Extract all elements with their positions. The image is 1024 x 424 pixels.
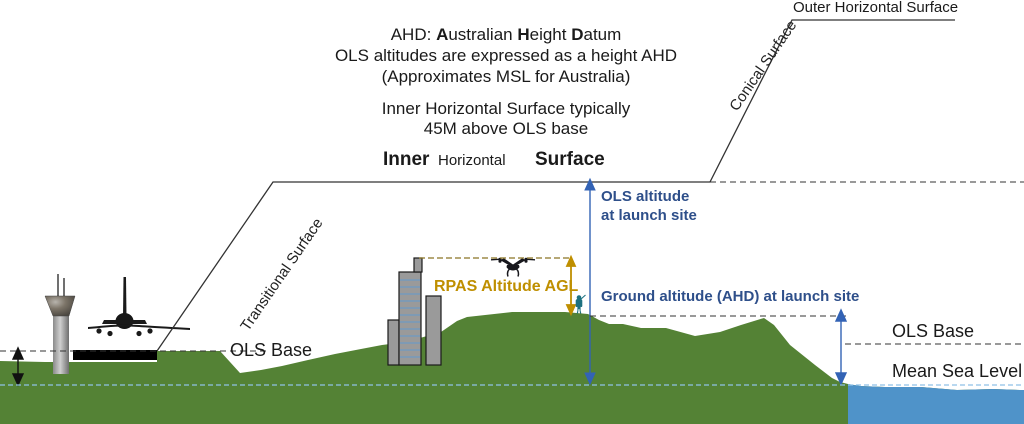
svg-text:OLS Base: OLS Base bbox=[230, 340, 312, 360]
svg-text:OLS altitude: OLS altitude bbox=[601, 188, 689, 205]
svg-text:45M above OLS base: 45M above OLS base bbox=[424, 119, 588, 138]
svg-text:Horizontal: Horizontal bbox=[438, 152, 506, 169]
svg-text:Transitional Surface: Transitional Surface bbox=[237, 215, 326, 334]
svg-text:Mean Sea Level: Mean Sea Level bbox=[892, 361, 1022, 381]
svg-text:Outer Horizontal Surface: Outer Horizontal Surface bbox=[793, 0, 958, 16]
svg-text:Inner Horizontal Surface typic: Inner Horizontal Surface typically bbox=[382, 99, 631, 118]
svg-text:AHD: Australian Height Datum: AHD: Australian Height Datum bbox=[391, 25, 622, 44]
svg-text:Inner: Inner bbox=[383, 149, 430, 170]
svg-text:Ground altitude (AHD) at launc: Ground altitude (AHD) at launch site bbox=[601, 288, 859, 305]
svg-text:Conical Surface: Conical Surface bbox=[726, 17, 800, 114]
svg-text:RPAS Altitude AGL: RPAS Altitude AGL bbox=[434, 278, 579, 295]
svg-text:Surface: Surface bbox=[535, 149, 605, 170]
svg-text:(Approximates MSL for Australi: (Approximates MSL for Australia) bbox=[382, 67, 631, 86]
svg-text:OLS Base: OLS Base bbox=[892, 321, 974, 341]
svg-text:OLS altitudes are expressed as: OLS altitudes are expressed as a height … bbox=[335, 46, 677, 65]
svg-text:at launch site: at launch site bbox=[601, 207, 697, 224]
